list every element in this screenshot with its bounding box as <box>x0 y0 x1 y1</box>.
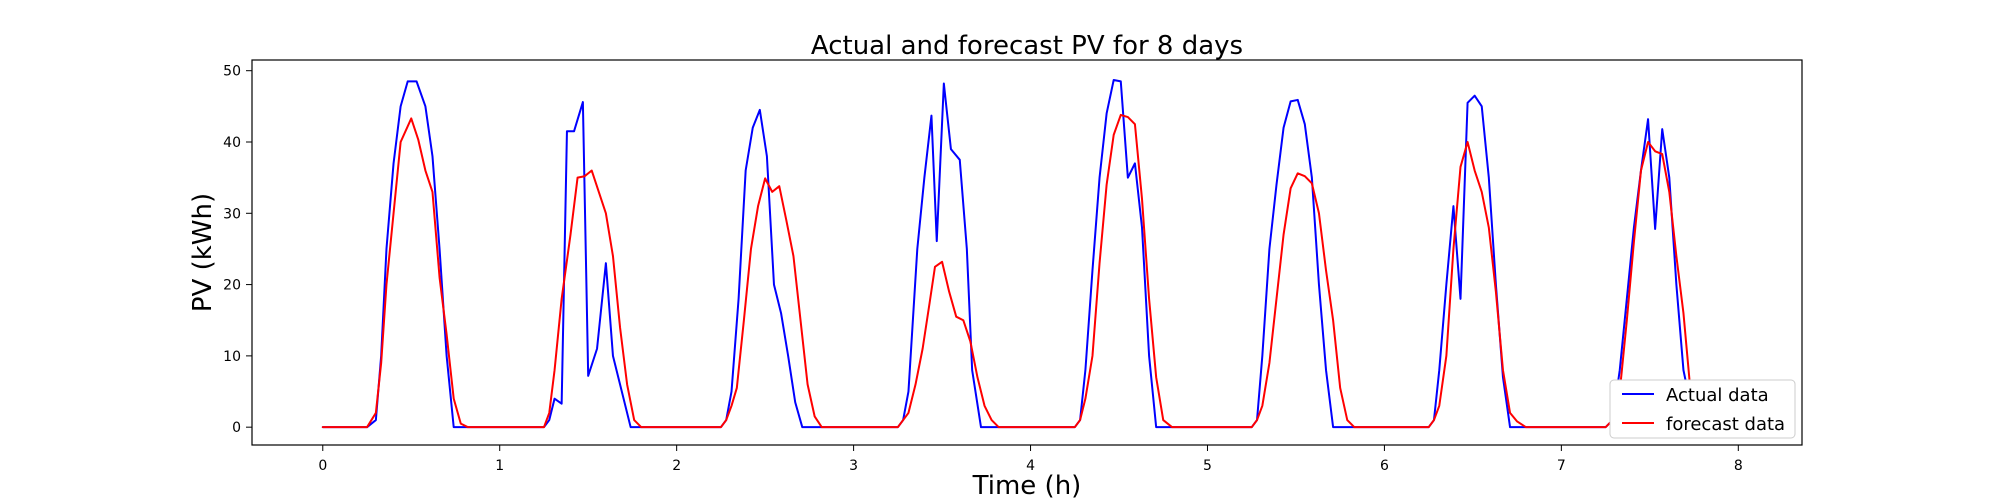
legend-label-actual: Actual data <box>1666 385 1769 406</box>
x-tick-label: 3 <box>849 458 858 474</box>
x-tick-label: 5 <box>1203 458 1212 474</box>
legend-box <box>1609 379 1796 439</box>
y-axis-label: PV (kWh) <box>188 193 218 312</box>
legend-label-forecast: forecast data <box>1666 414 1785 435</box>
x-axis-ticks: 0 1 2 3 4 5 6 7 8 <box>318 445 1743 474</box>
y-tick-label: 30 <box>223 206 241 222</box>
x-tick-label: 8 <box>1734 458 1743 474</box>
x-axis-label: Time (h) <box>972 471 1082 500</box>
series-line-forecast <box>321 113 1704 429</box>
y-tick-label: 10 <box>223 349 241 365</box>
plot-area <box>252 60 1802 445</box>
x-tick-label: 6 <box>1380 458 1389 474</box>
x-tick-label: 2 <box>672 458 681 474</box>
x-tick-label: 4 <box>1026 458 1035 474</box>
y-tick-label: 0 <box>232 420 241 436</box>
series-layer <box>321 78 1704 429</box>
x-tick-label: 7 <box>1557 458 1566 474</box>
y-tick-label: 40 <box>223 135 241 151</box>
chart-title: Actual and forecast PV for 8 days <box>811 31 1243 61</box>
y-axis-ticks: 0 10 20 30 40 50 <box>223 64 252 436</box>
x-tick-label: 1 <box>495 458 504 474</box>
x-tick-label: 0 <box>318 458 327 474</box>
y-tick-label: 20 <box>223 278 241 294</box>
legend: Actual data forecast data <box>1609 379 1796 439</box>
y-tick-label: 50 <box>223 64 241 80</box>
plot-frame <box>251 59 1803 446</box>
